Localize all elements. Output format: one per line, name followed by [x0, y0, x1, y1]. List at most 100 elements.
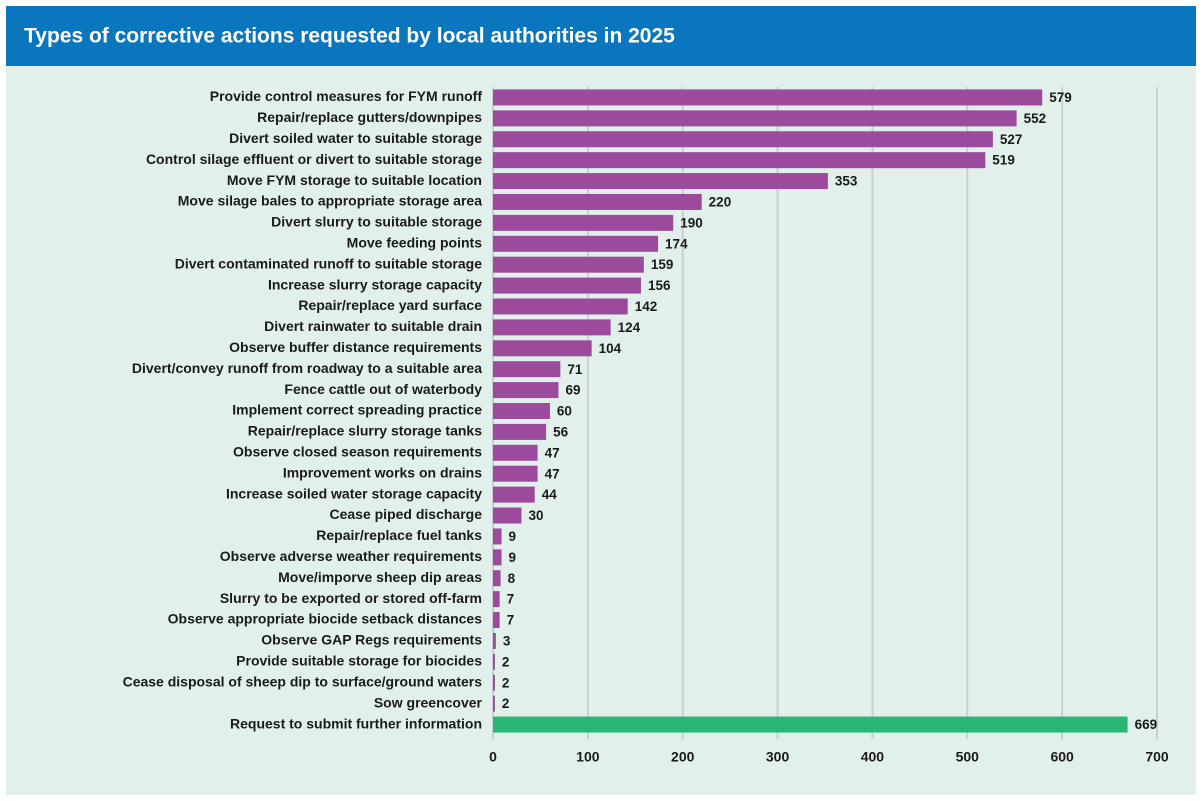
category-label: Move feeding points: [347, 234, 483, 250]
category-label: Cease piped discharge: [329, 506, 482, 522]
category-label: Observe buffer distance requirements: [229, 339, 482, 355]
category-label: Improvement works on drains: [283, 464, 482, 480]
x-tick-label: 400: [861, 749, 885, 765]
category-label: Repair/replace fuel tanks: [316, 527, 482, 543]
category-label: Observe closed season requirements: [233, 444, 482, 460]
category-label: Move silage bales to appropriate storage…: [178, 193, 482, 209]
bar: [493, 403, 550, 419]
value-label: 579: [1049, 90, 1072, 105]
bar: [493, 528, 502, 545]
bar: [493, 235, 659, 252]
bar: [493, 570, 501, 587]
category-label: Repair/replace yard surface: [298, 297, 482, 313]
value-label: 44: [542, 487, 558, 502]
bar: [493, 340, 592, 357]
category-label: Move FYM storage to suitable location: [227, 172, 482, 188]
value-label: 3: [503, 633, 511, 648]
value-label: 69: [565, 383, 580, 398]
bar: [493, 423, 547, 440]
bar: [493, 632, 496, 649]
value-label: 552: [1024, 111, 1047, 126]
category-label: Observe appropriate biocide setback dist…: [168, 611, 483, 627]
bar: [493, 152, 986, 169]
value-label: 156: [648, 278, 671, 293]
category-label: Request to submit further information: [230, 715, 482, 731]
bar: [493, 612, 500, 629]
bar: [493, 444, 538, 461]
bar: [493, 131, 993, 148]
bar: [493, 214, 674, 231]
x-tick-label: 600: [1050, 749, 1074, 765]
category-label: Sow greencover: [374, 694, 483, 710]
value-label: 2: [502, 696, 510, 711]
value-label: 71: [567, 362, 583, 377]
value-label: 527: [1000, 132, 1023, 147]
value-label: 353: [835, 174, 858, 189]
bar: [493, 110, 1017, 127]
category-label: Increase soiled water storage capacity: [226, 485, 482, 501]
category-label: Divert/convey runoff from roadway to a s…: [132, 360, 482, 376]
category-label: Provide suitable storage for biocides: [236, 653, 482, 669]
value-label: 2: [502, 675, 510, 690]
category-label: Cease disposal of sheep dip to surface/g…: [123, 673, 483, 689]
category-label: Repair/replace gutters/downpipes: [257, 109, 482, 125]
value-label: 8: [508, 571, 516, 586]
value-label: 220: [709, 195, 732, 210]
bar: [493, 89, 1043, 106]
value-label: 56: [553, 424, 569, 439]
bar: [493, 486, 535, 503]
bar: [493, 361, 561, 378]
category-label: Repair/replace slurry storage tanks: [248, 423, 482, 439]
value-label: 159: [651, 257, 674, 272]
category-label: Divert soiled water to suitable storage: [229, 130, 482, 146]
bar: [493, 674, 495, 691]
category-label: Implement correct spreading practice: [232, 402, 482, 418]
title-bar: [6, 6, 1196, 66]
bar: [493, 173, 828, 190]
x-tick-label: 500: [956, 749, 980, 765]
x-tick-label: 200: [671, 749, 695, 765]
bar: [493, 298, 628, 315]
category-label: Observe adverse weather requirements: [220, 548, 482, 564]
bar: [493, 549, 502, 566]
category-label: Move/imporve sheep dip areas: [278, 569, 482, 585]
value-label: 47: [545, 445, 560, 460]
category-label: Divert slurry to suitable storage: [271, 214, 482, 230]
x-tick-label: 0: [489, 749, 497, 765]
bar: [493, 465, 538, 482]
bar: [493, 256, 644, 273]
category-label: Divert rainwater to suitable drain: [264, 318, 482, 334]
bar: [493, 277, 641, 294]
value-label: 142: [635, 299, 658, 314]
bar: [493, 319, 611, 336]
value-label: 669: [1135, 717, 1158, 732]
value-label: 9: [509, 550, 517, 565]
category-label: Provide control measures for FYM runoff: [210, 88, 483, 104]
value-label: 124: [618, 320, 641, 335]
category-label: Increase slurry storage capacity: [268, 276, 482, 292]
value-label: 519: [992, 153, 1015, 168]
value-label: 7: [507, 613, 515, 628]
x-tick-label: 700: [1145, 749, 1169, 765]
category-label: Divert contaminated runoff to suitable s…: [175, 255, 482, 271]
category-label: Observe GAP Regs requirements: [261, 632, 482, 648]
x-tick-label: 300: [766, 749, 790, 765]
value-label: 7: [507, 592, 515, 607]
value-label: 30: [528, 508, 543, 523]
category-label: Fence cattle out of waterbody: [284, 381, 482, 397]
bar: [493, 591, 500, 608]
bar: [493, 653, 495, 670]
bar: [493, 716, 1128, 733]
bar: [493, 507, 522, 524]
bar: [493, 695, 495, 712]
value-label: 2: [502, 654, 510, 669]
value-label: 60: [557, 404, 572, 419]
bar: [493, 382, 559, 399]
category-label: Control silage effluent or divert to sui…: [146, 151, 482, 167]
value-label: 190: [680, 215, 703, 230]
x-tick-label: 100: [576, 749, 600, 765]
value-label: 47: [545, 466, 560, 481]
value-label: 104: [599, 341, 622, 356]
